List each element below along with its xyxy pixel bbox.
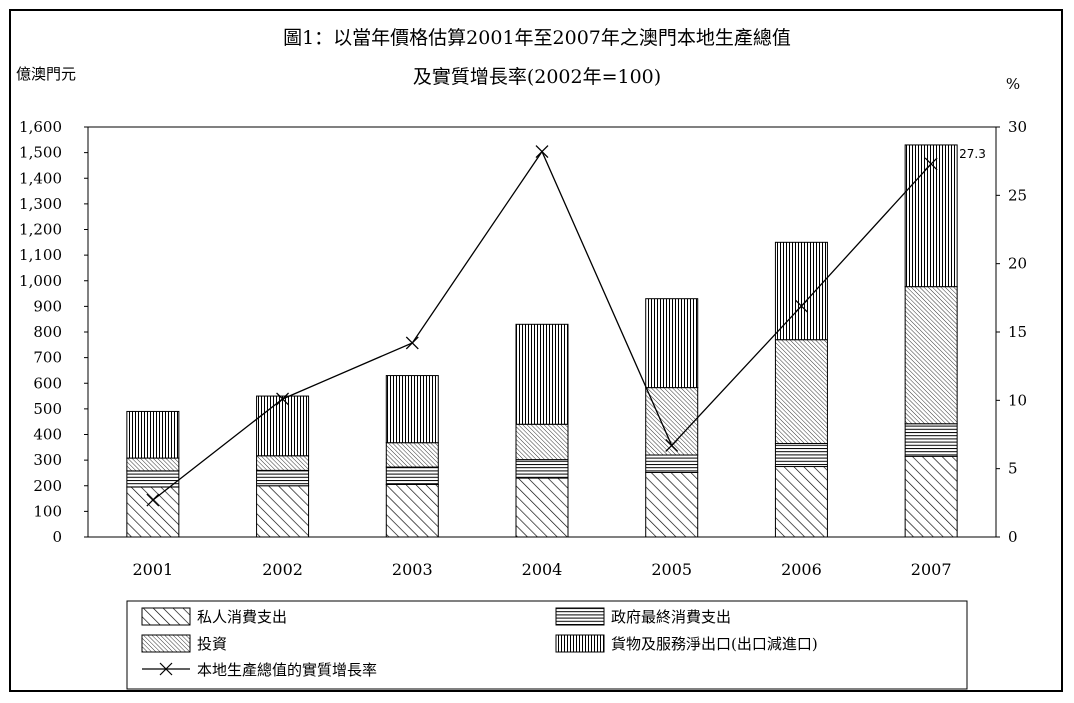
- legend-label-government-consumption: 政府最終消費支出: [611, 608, 731, 626]
- bar-segment: [256, 469, 310, 487]
- legend-label-net-exports: 貨物及服務淨出口(出口減進口): [611, 635, 818, 653]
- right-axis: 0 5 10 15 20 25 30: [996, 118, 1027, 546]
- left-axis: 0 100 200 300 400 500 600 700 800 900 1,000 1,100 1,…: [19, 118, 88, 546]
- left-tick-label: 100: [33, 502, 62, 520]
- right-tick-label: 5: [1008, 460, 1018, 478]
- left-tick-label: 1,400: [19, 169, 62, 187]
- legend-swatch-net-exports: [555, 634, 605, 653]
- x-tick-label: 2004: [522, 560, 563, 579]
- bar-segment: [256, 455, 310, 471]
- legend-marker-growth-rate: [159, 662, 173, 676]
- bar-segment: [774, 442, 828, 468]
- left-tick-label: 1,600: [19, 118, 62, 136]
- bar-segment: [904, 144, 958, 288]
- bar-segment: [126, 486, 180, 538]
- right-axis-unit: %: [1006, 75, 1020, 93]
- growth-point: [794, 299, 808, 313]
- legend-label-growth-rate: 本地生產總值的實質增長率: [197, 661, 377, 679]
- left-tick-label: 800: [33, 323, 62, 341]
- bar-segment: [904, 423, 958, 457]
- bar-segment: [645, 298, 699, 389]
- bar-segment: [126, 470, 180, 488]
- legend-item-investment: 投資: [141, 634, 227, 653]
- x-tick-label: 2002: [262, 560, 303, 579]
- left-tick-label: 1,000: [19, 272, 62, 290]
- legend-swatch-government-consumption: [555, 607, 605, 626]
- right-tick-label: 20: [1008, 255, 1027, 273]
- right-tick-label: 25: [1008, 186, 1027, 204]
- bar-segment: [126, 410, 180, 459]
- chart-subtitle: 及實質增長率(2002年=100): [413, 66, 661, 88]
- x-tick-label: 2006: [781, 560, 822, 579]
- bar-segment: [385, 442, 439, 468]
- left-tick-label: 600: [33, 374, 62, 392]
- right-tick-label: 10: [1008, 391, 1027, 409]
- legend: [126, 600, 968, 690]
- right-tick-label: 0: [1008, 528, 1018, 546]
- growth-point: [405, 336, 419, 350]
- legend-item-government-consumption: 政府最終消費支出: [555, 607, 731, 626]
- right-tick-label: 15: [1008, 323, 1027, 341]
- left-tick-label: 200: [33, 477, 62, 495]
- bar-segment: [774, 466, 828, 538]
- bar-segment: [904, 286, 958, 425]
- bar-segment: [256, 395, 310, 457]
- x-tick-label: 2001: [132, 560, 173, 579]
- x-tick-label: 2005: [651, 560, 692, 579]
- left-tick-label: 1,500: [19, 144, 62, 162]
- bar-segment: [385, 483, 439, 538]
- data-label-2007: 27.3: [959, 147, 986, 161]
- growth-point: [924, 157, 938, 171]
- bar-segment: [645, 454, 699, 473]
- bar-segment: [385, 466, 439, 485]
- bar-series: [126, 144, 958, 538]
- left-tick-label: 900: [33, 297, 62, 315]
- legend-swatch-private-consumption: [141, 607, 191, 626]
- left-tick-label: 0: [52, 528, 62, 546]
- growth-point: [276, 392, 290, 406]
- legend-swatch-investment: [141, 634, 191, 653]
- bar-segment: [645, 471, 699, 538]
- bar-segment: [385, 375, 439, 444]
- left-tick-label: 1,100: [19, 246, 62, 264]
- bar-segment: [774, 241, 828, 341]
- left-axis-unit: 億澳門元: [16, 65, 76, 83]
- left-tick-label: 500: [33, 400, 62, 418]
- x-axis-labels: 2001 2002 2003 2004 2005 2006 2007: [132, 560, 951, 579]
- bar-segment: [126, 457, 180, 472]
- legend-item-private-consumption: 私人消費支出: [141, 607, 287, 626]
- chart-frame: [9, 9, 1063, 692]
- left-tick-label: 700: [33, 349, 62, 367]
- bar-segment: [515, 477, 569, 538]
- x-tick-label: 2007: [911, 560, 952, 579]
- bar-segment: [774, 339, 828, 444]
- bar-segment: [515, 323, 569, 425]
- growth-line-series: [146, 145, 938, 507]
- legend-item-growth-rate: 本地生產總值的實質增長率: [142, 661, 377, 679]
- bar-segment: [256, 485, 310, 538]
- left-tick-label: 300: [33, 451, 62, 469]
- legend-item-net-exports: 貨物及服務淨出口(出口減進口): [555, 634, 818, 653]
- x-tick-label: 2003: [392, 560, 433, 579]
- left-tick-label: 400: [33, 426, 62, 444]
- chart-title: 圖1：以當年價格估算2001年至2007年之澳門本地生產總值: [283, 27, 791, 49]
- growth-point: [665, 438, 679, 452]
- right-tick-label: 30: [1008, 118, 1027, 136]
- growth-point: [146, 493, 160, 507]
- bar-segment: [515, 459, 569, 479]
- left-tick-label: 1,200: [19, 221, 62, 239]
- bar-segment: [904, 455, 958, 538]
- growth-point: [535, 145, 549, 159]
- legend-label-private-consumption: 私人消費支出: [197, 608, 287, 626]
- bar-segment: [515, 423, 569, 461]
- left-tick-label: 1,300: [19, 195, 62, 213]
- legend-label-investment: 投資: [197, 635, 227, 653]
